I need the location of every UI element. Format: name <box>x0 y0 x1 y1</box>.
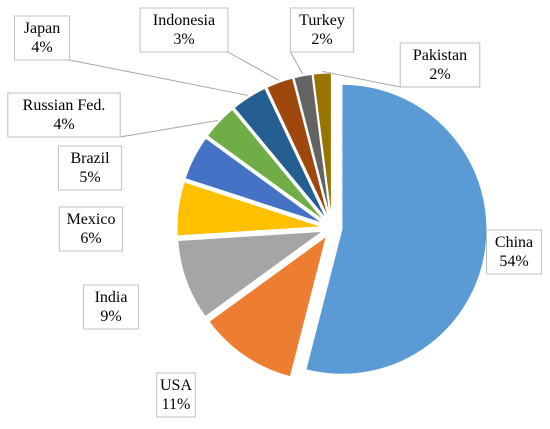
slice-percent-mexico: 6% <box>80 230 101 247</box>
label-box-indonesia <box>139 7 229 53</box>
pie-slice-russian-fed <box>206 108 326 222</box>
label-box-india <box>83 284 139 330</box>
slice-label-turkey: Turkey <box>299 12 345 29</box>
slice-label-china: China <box>495 234 533 251</box>
leader-line-japan <box>69 59 248 96</box>
pie-slice-china <box>305 83 488 375</box>
slice-label-mexico: Mexico <box>67 211 116 228</box>
slice-percent-russian-fed: 4% <box>53 116 74 133</box>
leader-line-turkey <box>289 51 304 75</box>
leader-line-indonesia <box>227 51 280 81</box>
slice-label-brazil: Brazil <box>70 150 110 167</box>
label-box-brazil <box>57 145 123 191</box>
pie-slice-mexico <box>176 181 323 237</box>
slice-percent-indonesia: 3% <box>173 31 194 48</box>
slice-percent-pakistan: 2% <box>429 66 450 83</box>
slice-percent-india: 9% <box>100 308 121 325</box>
leader-line-pakistan <box>322 70 401 88</box>
slice-percent-brazil: 5% <box>79 169 100 186</box>
label-leader-lines <box>69 51 401 138</box>
slice-label-usa: USA <box>160 377 192 394</box>
slice-percent-usa: 11% <box>162 396 191 413</box>
slice-percent-japan: 4% <box>31 39 52 56</box>
leader-line-russian-fed <box>120 120 218 138</box>
slice-percent-turkey: 2% <box>311 31 332 48</box>
slice-label-india: India <box>95 289 128 306</box>
pie-slice-usa <box>208 235 328 378</box>
label-box-japan <box>14 15 70 61</box>
label-box-usa <box>156 372 196 418</box>
pie-slice-indonesia <box>266 77 330 219</box>
label-box-turkey <box>289 7 355 53</box>
slice-label-japan: Japan <box>24 20 60 37</box>
label-box-pakistan <box>399 42 481 88</box>
pie-slices <box>176 72 488 378</box>
slice-label-pakistan: Pakistan <box>413 47 467 64</box>
label-box-russian-fed <box>7 92 121 138</box>
pie-slice-japan <box>233 87 328 220</box>
pie-slice-india <box>177 230 325 318</box>
label-box-china <box>486 229 542 275</box>
slice-label-indonesia: Indonesia <box>153 12 215 29</box>
slice-label-russian-fed: Russian Fed. <box>23 97 106 114</box>
label-box-mexico <box>58 206 124 252</box>
pie-slice-turkey <box>293 73 331 219</box>
slice-percent-china: 54% <box>499 253 528 270</box>
pie-slice-brazil <box>184 137 324 224</box>
data-labels: China 54% USA 11% India 9% Mexico 6% Brazil 5% Rus… <box>7 7 542 418</box>
